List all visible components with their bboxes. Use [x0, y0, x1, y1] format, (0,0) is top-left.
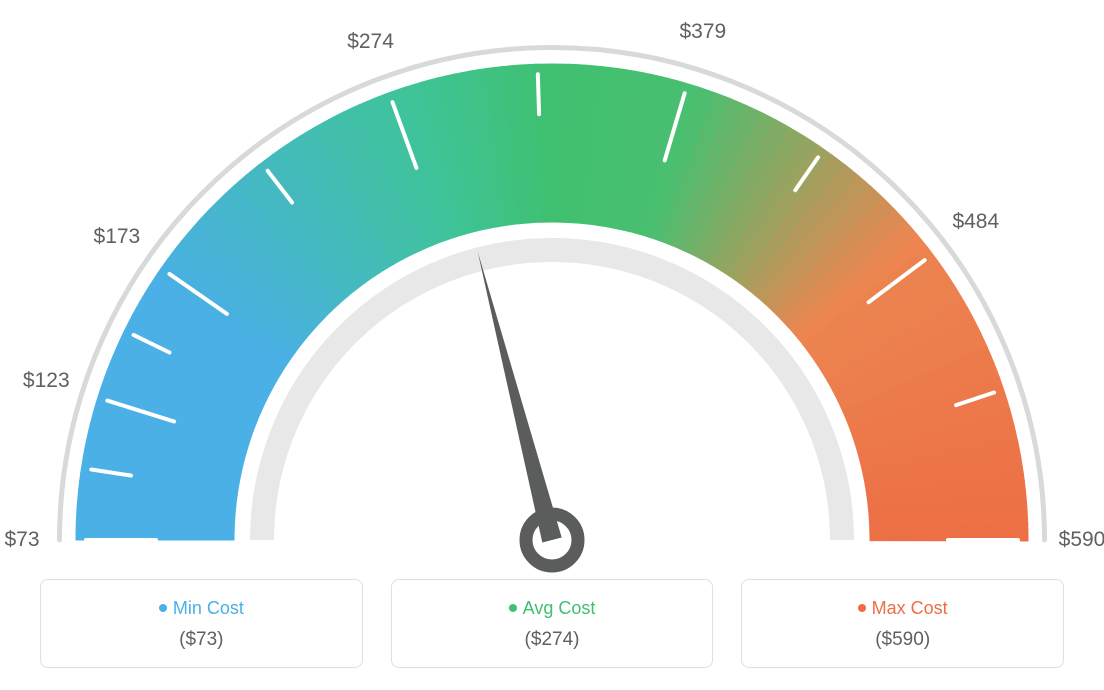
scale-label: $123 [23, 369, 70, 393]
legend-label-text: Min Cost [173, 598, 244, 618]
legend-dot-icon [509, 604, 517, 612]
legend-row: Min Cost ($73) Avg Cost ($274) Max Cost ($590… [0, 579, 1104, 668]
legend-card: Avg Cost ($274) [391, 579, 714, 668]
legend-title: Avg Cost [402, 598, 703, 619]
legend-label-text: Avg Cost [523, 598, 596, 618]
scale-label: $590 [1059, 528, 1104, 552]
scale-label: $73 [4, 528, 39, 552]
scale-label: $173 [94, 225, 141, 249]
legend-card: Max Cost ($590) [741, 579, 1064, 668]
legend-value: ($73) [51, 629, 352, 651]
legend-value: ($590) [752, 629, 1053, 651]
scale-label: $484 [952, 210, 999, 234]
gauge-needle [478, 251, 578, 566]
legend-dot-icon [858, 604, 866, 612]
legend-title: Max Cost [752, 598, 1053, 619]
legend-title: Min Cost [51, 598, 352, 619]
scale-label: $379 [680, 20, 727, 44]
gauge-chart: $73 $123 $173 $274 $379 $484 $590 [0, 0, 1104, 570]
gauge-svg [32, 10, 1072, 575]
legend-label-text: Max Cost [872, 598, 948, 618]
scale-label: $274 [347, 30, 394, 54]
legend-value: ($274) [402, 629, 703, 651]
legend-card: Min Cost ($73) [40, 579, 363, 668]
gauge-band [76, 64, 1028, 541]
legend-dot-icon [159, 604, 167, 612]
